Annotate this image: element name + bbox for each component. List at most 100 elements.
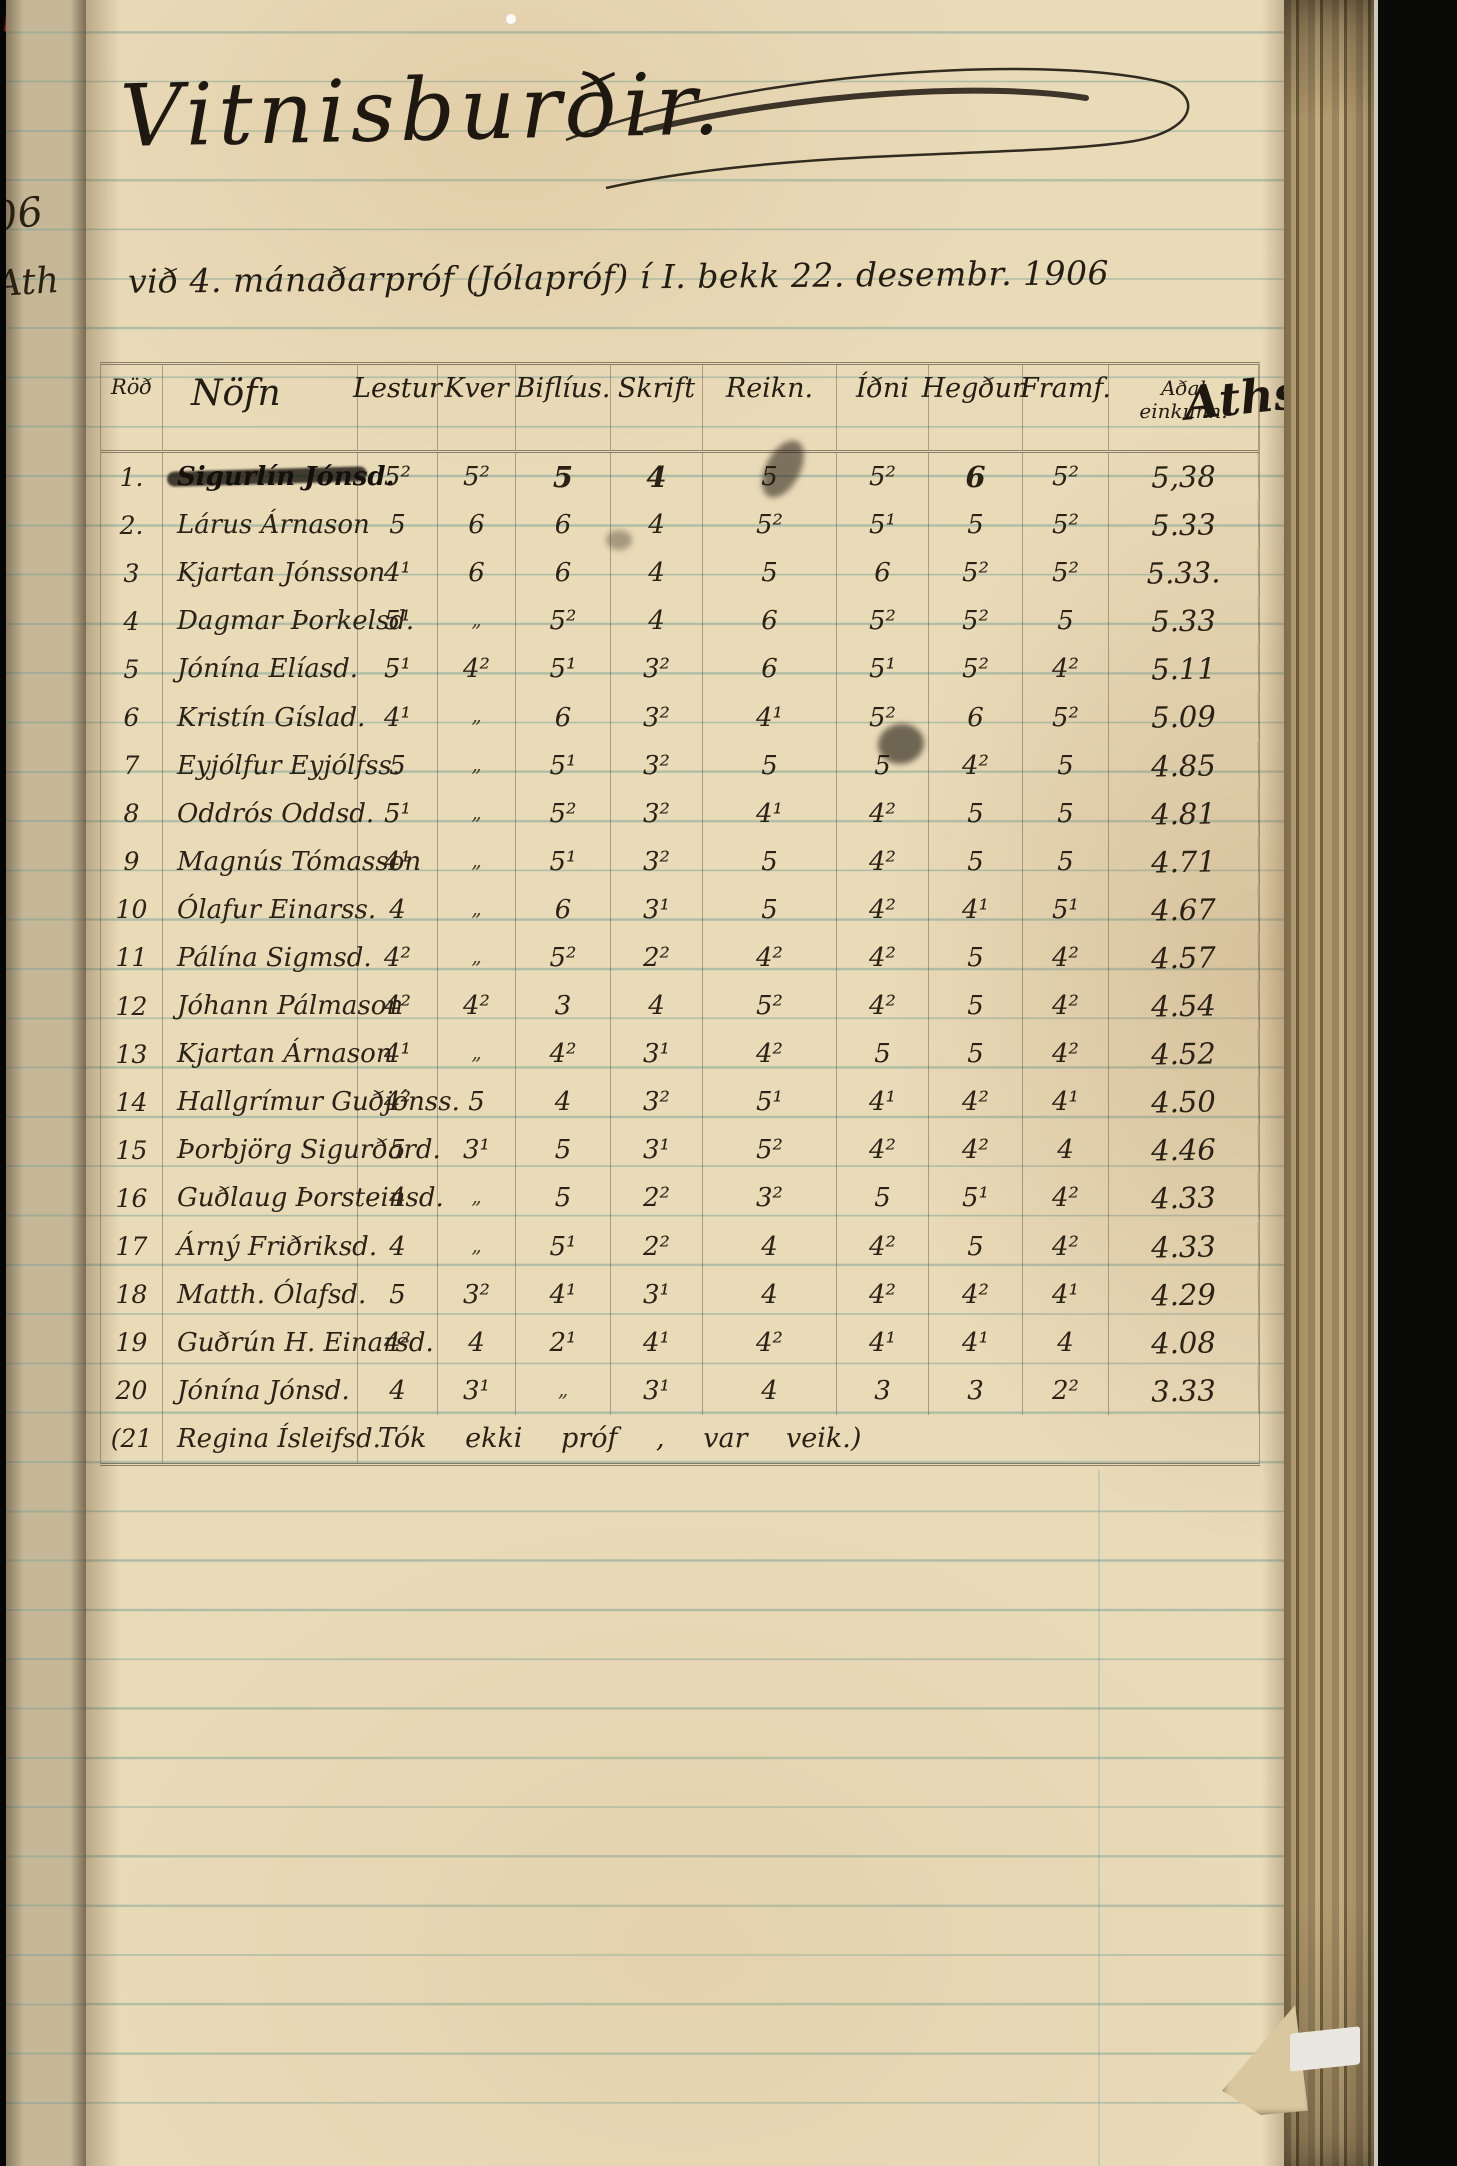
grade-cell: 6 [837,549,929,598]
grade-cell: 5² [929,645,1023,694]
previous-page-edge: 06 Ath [6,0,86,2166]
grade-cell: 3¹ [611,1126,703,1175]
grade-cell: 4² [837,789,929,838]
grade-cell: 5¹ [837,501,929,550]
student-name: Ólafur Einarss. [163,885,376,934]
grade-cell: 4² [358,982,438,1031]
row-number: 4 [101,597,163,646]
grade-cell: 3² [611,789,703,838]
grade-cell: 5 [1023,597,1109,646]
page-stack-shading [1284,0,1374,2166]
student-name: Kristín Gíslad. [163,693,365,742]
grade-cell: 4 [1023,1318,1109,1367]
grade-cell: 5 [1023,741,1109,790]
final-grade: 4.71 [1108,836,1260,888]
grade-cell: 5 [358,501,438,550]
grade-cell: 4 [611,501,703,550]
student-name: Lárus Árnason [163,501,370,550]
final-grade: 4.50 [1108,1076,1260,1128]
final-grade: 4.54 [1108,980,1260,1032]
grade-cell: 4¹ [611,1318,703,1367]
grade-cell: 5¹ [358,597,438,646]
final-grade: 4.33 [1108,1221,1260,1272]
row-number: 18 [101,1270,163,1319]
grade-cell: 5 [358,1270,438,1319]
row-number: (21 [101,1414,163,1463]
final-grade: 5.33 [1108,499,1260,551]
grade-cell: 5¹ [837,645,929,694]
grade-cell: „ [438,693,516,742]
grade-cell: 5 [703,741,837,790]
grade-cell: 5 [929,501,1023,550]
grade-cell: 4² [703,933,837,983]
paper-speck [506,14,516,24]
grade-cell: 4² [1023,933,1109,983]
grade-cell: 3 [929,1366,1023,1415]
student-name: Kjartan Árnason [163,1030,393,1079]
grade-cell: 5² [516,933,611,983]
column-header: Skrift [611,365,703,453]
grade-cell: 4¹ [703,789,837,838]
grade-cell: 4² [837,837,929,886]
faint-margin-line [1098,1470,1100,2166]
grade-cell: 4¹ [358,693,438,742]
grade-cell: 5¹ [516,1222,611,1271]
grade-cell: 5¹ [358,789,438,838]
grade-cell: „ [438,597,516,646]
final-grade: 4.29 [1108,1269,1260,1320]
student-name: Pálína Sigmsd. [163,933,372,983]
grade-cell: 6 [516,693,611,742]
row-number: 5 [101,645,163,694]
grade-cell: 3¹ [611,1366,703,1415]
grade-cell: „ [438,741,516,790]
grade-cell: 4 [358,1174,438,1223]
grade-cell: 5¹ [929,1174,1023,1223]
grade-cell: 4² [837,1126,929,1175]
student-name: Jónína Jónsd. [163,1366,358,1415]
row-number: 11 [101,933,163,983]
grade-cell: 4² [1023,1174,1109,1223]
grade-cell: 6 [438,501,516,550]
grade-cell: 4² [438,982,516,1031]
grade-cell: „ [516,1366,611,1415]
row-number: 20 [101,1366,163,1415]
student-name: Magnús Tómasson [163,837,421,886]
grade-cell: 5 [703,837,837,886]
grade-cell: 4² [929,1078,1023,1127]
grade-cell: 3¹ [438,1126,516,1175]
student-name: Eyjólfur Eyjólfss. [163,741,400,790]
final-grade: 4.57 [1108,932,1260,984]
grade-cell: 5² [929,597,1023,646]
grade-cell: 3 [837,1366,929,1415]
grade-cell: 5² [837,453,929,502]
grade-cell: 5² [516,597,611,646]
grade-cell: 4² [1023,982,1109,1031]
grade-cell: 4 [611,549,703,598]
grade-cell: 2² [1023,1366,1109,1415]
student-name: Oddrós Oddsd. [163,789,374,838]
student-name: Þorbjörg Sigurðard. [163,1126,441,1175]
final-grade: 4.46 [1108,1125,1260,1176]
grade-cell: 4² [516,1030,611,1079]
student-name: Árný Friðriksd. [163,1222,377,1271]
grade-cell: 4¹ [703,693,837,742]
grade-cell: 2² [611,1222,703,1271]
student-name: Guðrún H. Einarsd. [163,1318,434,1367]
grade-cell: 5² [1023,693,1109,742]
grade-cell: 5 [1023,789,1109,838]
row-number: 8 [101,789,163,838]
column-header: Kver [438,365,516,453]
grade-cell: 5 [1023,837,1109,886]
grade-cell: 5 [358,1126,438,1175]
grade-cell: 4² [358,933,438,983]
page-stack-edge [1284,0,1378,2166]
row-number: 13 [101,1030,163,1079]
grade-cell: 4¹ [1023,1270,1109,1319]
grade-cell: 4 [1023,1126,1109,1175]
row-number: 15 [101,1126,163,1175]
grade-cell: „ [438,1030,516,1079]
final-grade: 4.33 [1108,1173,1260,1224]
grade-cell: 5¹ [516,645,611,694]
column-header: Framf. [1020,365,1111,453]
grade-cell: 4¹ [1023,1078,1109,1127]
